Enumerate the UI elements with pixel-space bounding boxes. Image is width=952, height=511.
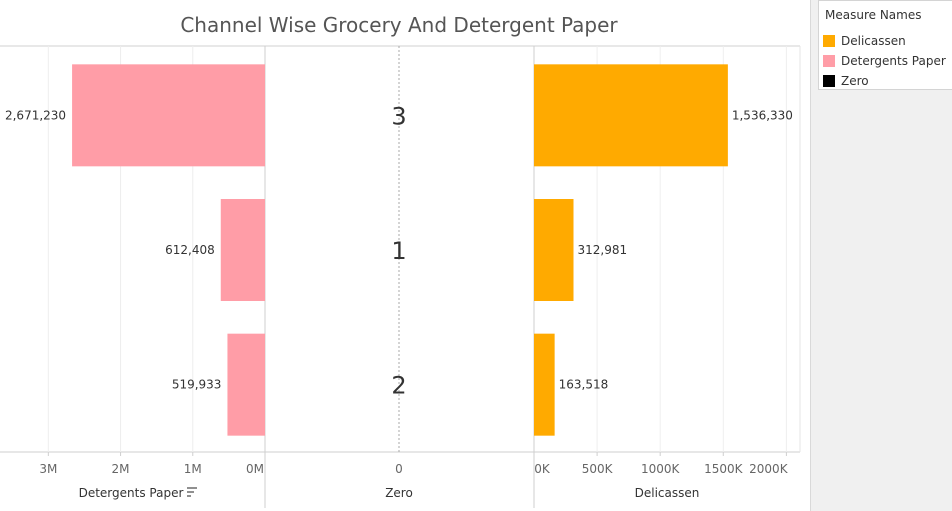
data-label: 612,408 — [165, 243, 215, 257]
bar-delicassen — [534, 333, 555, 436]
tick-label: 0K — [534, 462, 551, 476]
tick-label: 3M — [39, 462, 57, 476]
legend-item-zero[interactable]: Zero — [823, 73, 869, 89]
legend-panel: Measure Names Delicassen Detergents Pape… — [810, 0, 952, 511]
sort-descending-icon — [187, 487, 197, 497]
tick-label: 1500K — [704, 462, 744, 476]
legend-swatch — [823, 55, 835, 67]
legend: Measure Names Delicassen Detergents Pape… — [818, 0, 952, 90]
tick-label: 2000K — [749, 462, 789, 476]
legend-label: Delicassen — [841, 34, 906, 48]
category-label: 1 — [391, 237, 406, 265]
tick-label: 1M — [184, 462, 202, 476]
bar-delicassen — [534, 64, 728, 167]
tick-label: 0M — [246, 462, 264, 476]
tick-label: 1000K — [641, 462, 681, 476]
bar-detergents-paper — [72, 64, 265, 167]
bar-delicassen — [534, 199, 574, 301]
bar-detergents-paper — [227, 333, 265, 436]
chart: Channel Wise Grocery And Detergent Paper… — [0, 13, 801, 508]
category-label: 3 — [391, 102, 406, 130]
data-label: 163,518 — [559, 378, 609, 392]
bar-detergents-paper — [220, 199, 265, 301]
tick-label: 2M — [112, 462, 130, 476]
data-label: 312,981 — [577, 243, 627, 257]
legend-swatch — [823, 35, 835, 47]
axis-title-detergents-paper: Detergents Paper — [79, 486, 184, 500]
chart-title: Channel Wise Grocery And Detergent Paper — [180, 13, 618, 37]
data-label: 1,536,330 — [732, 108, 793, 122]
legend-label: Zero — [841, 74, 869, 88]
tick-label: 500K — [582, 462, 614, 476]
category-label: 2 — [391, 372, 406, 400]
axis-title-zero: Zero — [385, 486, 413, 500]
tick-label: 0 — [395, 462, 403, 476]
data-label: 519,933 — [172, 378, 222, 392]
legend-item-delicassen[interactable]: Delicassen — [823, 33, 906, 49]
data-label: 2,671,230 — [5, 108, 66, 122]
legend-label: Detergents Paper — [841, 54, 946, 68]
legend-item-detergents-paper[interactable]: Detergents Paper — [823, 53, 946, 69]
legend-title: Measure Names — [825, 8, 922, 22]
legend-swatch — [823, 75, 835, 87]
axis-title-delicassen: Delicassen — [635, 486, 700, 500]
